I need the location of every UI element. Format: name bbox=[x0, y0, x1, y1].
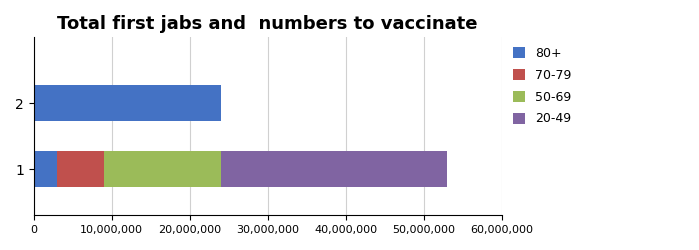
Bar bbox=[221, 151, 447, 187]
Legend: 80+, 70-79, 50-69, 20-49: 80+, 70-79, 50-69, 20-49 bbox=[512, 47, 571, 126]
Bar bbox=[34, 85, 221, 121]
Bar bbox=[34, 151, 57, 187]
Bar bbox=[103, 151, 221, 187]
Title: Total first jabs and  numbers to vaccinate: Total first jabs and numbers to vaccinat… bbox=[57, 15, 478, 33]
Bar bbox=[57, 151, 103, 187]
